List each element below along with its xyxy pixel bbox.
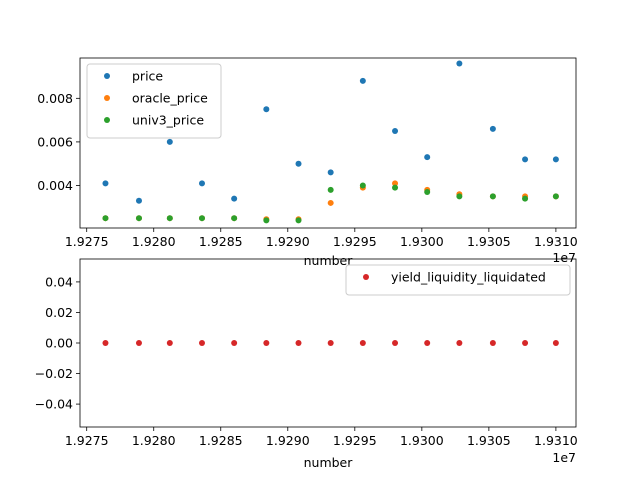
y-tick-label: 0.006 <box>37 134 73 149</box>
series-price <box>102 60 559 204</box>
point-price-4 <box>198 180 205 187</box>
x-axis-label: number <box>304 455 354 470</box>
point-yield_liquidity_liquidated-11 <box>424 340 431 346</box>
y-tick-label: 0.008 <box>37 91 73 106</box>
point-yield_liquidity_liquidated-4 <box>198 340 205 346</box>
x-tick-label: 1.9300 <box>400 433 444 448</box>
point-univ3_price-4 <box>198 215 205 222</box>
y-tick-label: −0.02 <box>35 366 73 381</box>
point-price-8 <box>327 169 334 176</box>
point-yield_liquidity_liquidated-5 <box>231 340 238 346</box>
x-tick-label: 1.9310 <box>534 234 578 249</box>
y-tick-label: −0.04 <box>35 397 73 412</box>
y-tick-label: 0.02 <box>45 305 73 320</box>
y-tick-label: 0.004 <box>37 178 73 193</box>
axes-frame <box>79 57 577 229</box>
point-price-3 <box>166 138 173 145</box>
legend: yield_liquidity_liquidated <box>345 264 571 296</box>
x-tick-label: 1.9295 <box>333 433 377 448</box>
point-price-7 <box>295 160 302 167</box>
point-univ3_price-9 <box>359 182 366 189</box>
x-tick-label: 1.9285 <box>199 433 243 448</box>
point-price-10 <box>392 128 399 135</box>
point-yield_liquidity_liquidated-6 <box>263 340 270 346</box>
legend-label-price: price <box>132 69 163 84</box>
point-yield_liquidity_liquidated-12 <box>456 340 463 346</box>
point-univ3_price-15 <box>552 193 559 200</box>
point-price-9 <box>359 77 366 84</box>
legend-marker-univ3_price <box>104 117 110 123</box>
point-oracle_price-10 <box>392 180 399 187</box>
x-tick-label: 1.9285 <box>199 234 243 249</box>
y-tick-label: 0.00 <box>45 336 73 351</box>
legend-marker-oracle_price <box>104 95 110 101</box>
x-axis-label: number <box>304 253 354 268</box>
chart-panel-1: 1.9275 1.9280 1.9285 1.9290 1.9295 1.9300 1.93… <box>37 57 578 268</box>
point-yield_liquidity_liquidated-13 <box>489 340 496 346</box>
x-tick-label: 1.9310 <box>534 433 578 448</box>
point-univ3_price-8 <box>327 186 334 193</box>
x-offset-label: 1e7 <box>552 250 576 265</box>
point-univ3_price-6 <box>263 217 270 224</box>
point-univ3_price-12 <box>456 193 463 200</box>
point-yield_liquidity_liquidated-7 <box>295 340 302 346</box>
legend-label-univ3_price: univ3_price <box>132 113 204 128</box>
point-price-12 <box>456 60 463 67</box>
point-price-1 <box>102 180 109 187</box>
point-price-6 <box>263 106 270 113</box>
point-yield_liquidity_liquidated-10 <box>392 340 399 346</box>
x-tick-label: 1.9280 <box>132 234 176 249</box>
point-oracle_price-8 <box>327 199 334 206</box>
point-price-15 <box>552 156 559 163</box>
x-tick-label: 1.9275 <box>65 234 109 249</box>
x-tick-label: 1.9290 <box>266 433 310 448</box>
point-price-2 <box>135 197 142 204</box>
legend-marker-price <box>104 73 110 79</box>
x-tick-label: 1.9275 <box>65 433 109 448</box>
point-yield_liquidity_liquidated-15 <box>552 340 559 346</box>
chart-panel-2: 1.9275 1.9280 1.9285 1.9290 1.9295 1.9300 1.93… <box>35 258 578 470</box>
legend-box <box>86 63 222 139</box>
x-offset-label: 1e7 <box>552 450 576 465</box>
legend-label-oracle_price: oracle_price <box>132 91 208 106</box>
legend-label-yield_liquidity_liquidated: yield_liquidity_liquidated <box>391 270 546 285</box>
x-tick-label: 1.9290 <box>266 234 310 249</box>
point-yield_liquidity_liquidated-3 <box>166 340 173 346</box>
point-univ3_price-2 <box>135 215 142 222</box>
point-yield_liquidity_liquidated-1 <box>102 340 109 346</box>
point-univ3_price-7 <box>295 217 302 224</box>
legend: price oracle_price univ3_price <box>86 63 222 139</box>
x-tick-label: 1.9305 <box>467 234 511 249</box>
point-price-13 <box>489 125 496 132</box>
point-yield_liquidity_liquidated-8 <box>327 340 334 346</box>
x-tick-label: 1.9305 <box>467 433 511 448</box>
point-univ3_price-13 <box>489 193 496 200</box>
point-univ3_price-1 <box>102 215 109 222</box>
point-univ3_price-5 <box>231 215 238 222</box>
x-tick-label: 1.9280 <box>132 433 176 448</box>
point-univ3_price-11 <box>424 189 431 196</box>
point-price-5 <box>231 195 238 202</box>
x-tick-label: 1.9295 <box>333 234 377 249</box>
point-price-11 <box>424 154 431 161</box>
point-univ3_price-3 <box>166 215 173 222</box>
point-univ3_price-10 <box>392 184 399 191</box>
point-yield_liquidity_liquidated-14 <box>522 340 529 346</box>
series-univ3_price <box>102 182 559 224</box>
x-tick-label: 1.9300 <box>400 234 444 249</box>
point-univ3_price-14 <box>522 195 529 202</box>
legend-marker-yield_liquidity_liquidated <box>363 274 369 280</box>
series-yield_liquidity_liquidated <box>102 340 559 346</box>
point-price-14 <box>522 156 529 163</box>
point-yield_liquidity_liquidated-2 <box>135 340 142 346</box>
point-yield_liquidity_liquidated-9 <box>359 340 366 346</box>
y-tick-label: 0.04 <box>45 274 73 289</box>
legend-box <box>345 264 571 296</box>
